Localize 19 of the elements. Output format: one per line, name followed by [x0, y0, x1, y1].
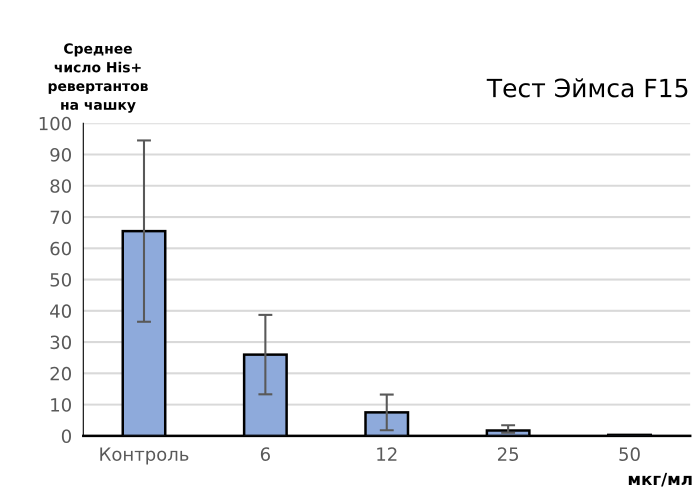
x-tick-label: 25 — [498, 447, 518, 461]
x-axis-title: мкг/мл — [628, 472, 692, 487]
x-tick-label: Контроль — [100, 448, 188, 464]
x-tick-label: 12 — [377, 447, 396, 461]
y-tick-label: 60 — [50, 242, 71, 256]
y-tick-label: 70 — [50, 210, 71, 224]
chart-title: Тест Эймса F15 — [486, 78, 688, 98]
y-tick-label: 0 — [62, 429, 71, 443]
y-tick-label: 80 — [50, 179, 71, 193]
y-tick-label: 90 — [50, 148, 71, 162]
y-tick-label: 50 — [50, 273, 71, 287]
y-tick-label: 40 — [50, 304, 71, 318]
x-tick-label: 50 — [619, 447, 640, 461]
y-tick-label: 30 — [50, 336, 71, 350]
y-axis-title: Среднее число His+ ревертантов на чашку — [48, 43, 148, 113]
y-tick-label: 100 — [40, 116, 71, 130]
x-tick-label: 6 — [260, 447, 270, 461]
y-tick-label: 20 — [50, 366, 71, 380]
y-tick-label: 10 — [51, 398, 71, 412]
